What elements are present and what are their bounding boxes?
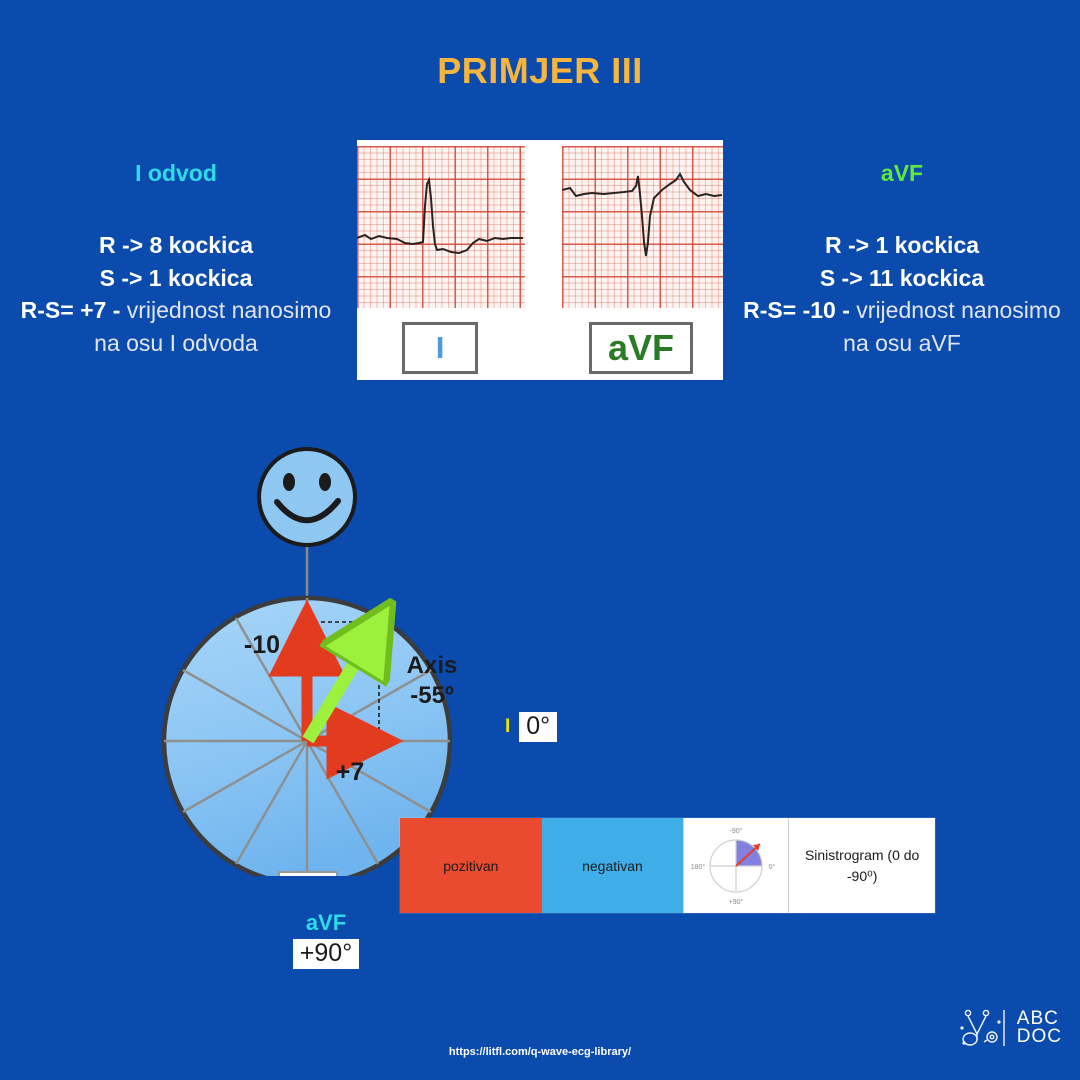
vector-horizontal-label: +7 xyxy=(336,758,365,786)
lead-i-name-label: I xyxy=(435,330,445,365)
vector-vertical-label: -10 xyxy=(244,631,280,659)
ecg-trace-lead-i xyxy=(357,176,523,255)
smiley-face-icon xyxy=(257,447,357,547)
axis-marker-lead-i-degrees: 0° xyxy=(519,712,558,743)
ecg-strip-lead-i xyxy=(357,146,525,308)
table-cell-axis-diagram: -90° 180° 0° +90° xyxy=(683,818,789,913)
lead-i-column: I odvod R -> 8 kockica S -> 1 kockica R-… xyxy=(0,160,356,360)
lead-i-rs-value: R-S= +7 - vrijednost nanosimo xyxy=(0,294,356,327)
axis-interpretation-table: pozitivan negativan -90° 180° 0° +90° Si… xyxy=(400,818,935,913)
table-cell-positive: pozitivan xyxy=(400,818,542,913)
lead-i-heading: I odvod xyxy=(135,160,217,186)
lead-avf-rs-note: vrijednost nanosimo xyxy=(856,297,1061,324)
table-cell-negative: negativan xyxy=(541,818,684,913)
brand-logo: ABC DOC xyxy=(956,1004,1062,1052)
lead-avf-heading: aVF xyxy=(880,160,924,186)
mini-axis-label-right: 0° xyxy=(769,863,776,871)
lead-avf-name-label: aVF xyxy=(607,327,675,368)
brand-line-1: ABC xyxy=(1016,1007,1059,1029)
mini-axis-diagram-icon: -90° 180° 0° +90° xyxy=(691,827,776,906)
lead-i-rs-note-cont: na osu I odvoda xyxy=(94,329,258,356)
lead-avf-rs-value: R-S= -10 - vrijednost nanosimo xyxy=(722,294,1080,327)
source-url: https://litfl.com/q-wave-ecg-library/ xyxy=(448,1046,632,1058)
axis-marker-lead-avf-degrees: +90° xyxy=(292,939,360,970)
lead-i-rs-note: vrijednost nanosimo xyxy=(126,297,332,324)
axis-title-label: Axis xyxy=(407,652,458,679)
lead-i-r-value: R -> 8 kockica xyxy=(98,232,254,258)
mini-axis-label-left: 180° xyxy=(691,863,706,871)
mini-axis-label-bottom: +90° xyxy=(729,898,744,906)
lead-avf-rs-note-cont: na osu aVF xyxy=(843,329,961,356)
page-title: PRIMJER III xyxy=(437,50,643,91)
lead-i-rs-bold: R-S= +7 - xyxy=(20,297,127,324)
lead-avf-rs-bold: R-S= -10 - xyxy=(743,297,857,324)
axis-marker-lead-i: I 0° xyxy=(505,712,558,743)
table-cell-conclusion: Sinistrogram (0 do -90⁰) xyxy=(788,818,935,913)
lead-avf-name-box: aVF xyxy=(589,322,693,374)
vector-resultant-green xyxy=(302,633,373,744)
stethoscope-icon xyxy=(960,1009,1005,1046)
brand-text: ABC DOC xyxy=(1016,1007,1062,1047)
ecg-strip-lead-avf xyxy=(562,146,723,308)
axis-value-label: -55º xyxy=(410,682,454,709)
mini-axis-label-top: -90° xyxy=(730,827,743,835)
lead-avf-s-value: S -> 11 kockica xyxy=(819,264,985,291)
axis-marker-lead-avf: aVF +90° xyxy=(281,910,371,970)
ecg-strips-image: I aVF xyxy=(357,140,723,380)
lead-avf-r-value: R -> 1 kockica xyxy=(824,232,980,258)
brand-line-2: DOC xyxy=(1016,1026,1062,1047)
ecg-trace-lead-avf xyxy=(562,172,723,257)
axis-marker-lead-i-tag: I xyxy=(505,716,511,738)
lead-i-name-box: I xyxy=(402,322,478,374)
lead-avf-column: aVF R -> 1 kockica S -> 11 kockica R-S= … xyxy=(722,160,1080,360)
lead-i-s-value: S -> 1 kockica xyxy=(99,264,253,291)
axis-marker-lead-avf-tag: aVF xyxy=(305,910,347,935)
